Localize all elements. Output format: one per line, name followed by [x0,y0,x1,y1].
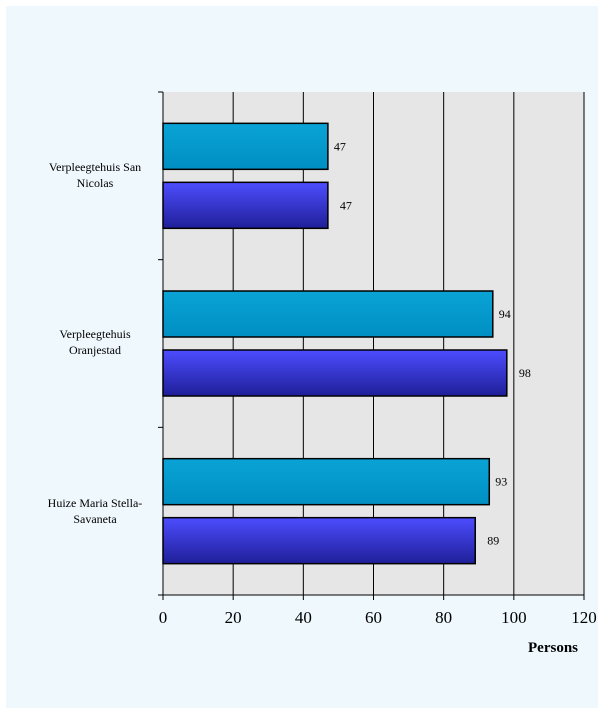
data-label: 47 [340,198,352,212]
bar [162,290,494,338]
chart-frame: 0 20 40 60 80 100 120 47 47 94 98 93 89 Verpleegtehu… [6,6,598,708]
x-tick-label: 60 [365,608,382,627]
x-tick-label: 0 [159,608,168,627]
bar [162,181,329,230]
data-label: 98 [519,366,531,380]
category-label-2: Huize Maria Stella- Savaneta [47,496,143,526]
data-label: 47 [334,139,346,153]
data-label: 94 [499,307,511,321]
bar [162,516,476,565]
x-tick-label: 100 [501,608,527,627]
bar [162,349,508,397]
bar [162,457,491,506]
data-label: 89 [487,534,499,548]
bar [162,122,329,171]
x-tick-label: 20 [225,608,242,627]
x-tick-label: 80 [435,608,452,627]
bar-chart: 0 20 40 60 80 100 120 47 47 94 98 93 89 [158,91,597,627]
x-tick-label: 120 [571,608,597,627]
data-label: 93 [495,475,507,489]
x-tick-label: 40 [295,608,312,627]
x-axis-title: Persons [528,640,578,656]
category-label-0: Verpleegtehuis San Nicolas [48,160,142,190]
category-label-1: Verpleegtehuis Oranjestad [59,327,131,357]
